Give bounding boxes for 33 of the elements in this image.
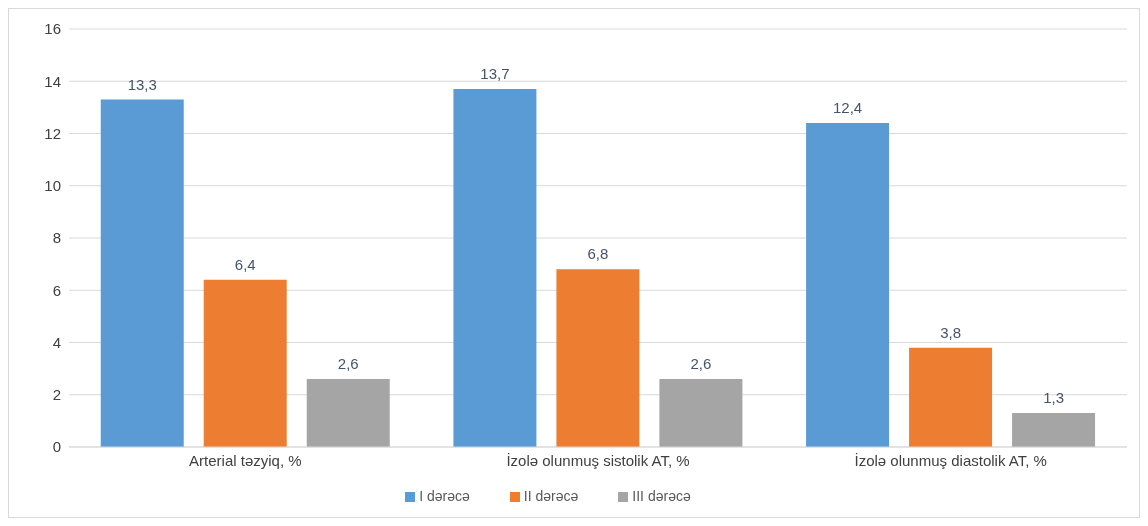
bar (556, 269, 640, 447)
y-tick-label: 0 (52, 438, 61, 456)
data-label: 6,4 (234, 255, 256, 273)
bar (806, 123, 890, 447)
data-label: 12,4 (832, 99, 863, 117)
data-label: 13,3 (127, 75, 157, 93)
data-label: 3,8 (940, 323, 961, 341)
bar (100, 99, 184, 447)
bar (306, 379, 390, 447)
y-tick-label: 14 (44, 72, 61, 90)
data-label: 2,6 (337, 355, 359, 373)
x-tick-label: İzolə olunmuş sistolik AT, % (506, 451, 690, 469)
data-label: 13,7 (480, 65, 510, 83)
y-tick-label: 8 (52, 229, 61, 247)
y-tick-label: 16 (44, 20, 61, 38)
data-label: 2,6 (690, 355, 712, 373)
y-tick-label: 4 (52, 333, 61, 351)
bar (1012, 413, 1096, 447)
y-tick-label: 10 (44, 177, 61, 195)
legend-label: III dərəcə (632, 488, 691, 504)
legend-label: I dərəcə (419, 488, 470, 504)
y-tick-label: 6 (52, 281, 61, 299)
y-tick-label: 2 (52, 386, 61, 404)
data-label: 6,8 (587, 245, 609, 263)
y-tick-label: 12 (44, 124, 61, 142)
bar (909, 347, 993, 447)
bar (453, 89, 537, 447)
data-label: 1,3 (1043, 389, 1064, 407)
bar (203, 279, 287, 447)
bar (659, 379, 743, 447)
legend-label: II dərəcə (523, 488, 579, 504)
x-tick-label: Arterial təzyiq, % (189, 451, 302, 469)
x-tick-label: İzolə olunmuş diastolik AT, % (854, 451, 1047, 469)
